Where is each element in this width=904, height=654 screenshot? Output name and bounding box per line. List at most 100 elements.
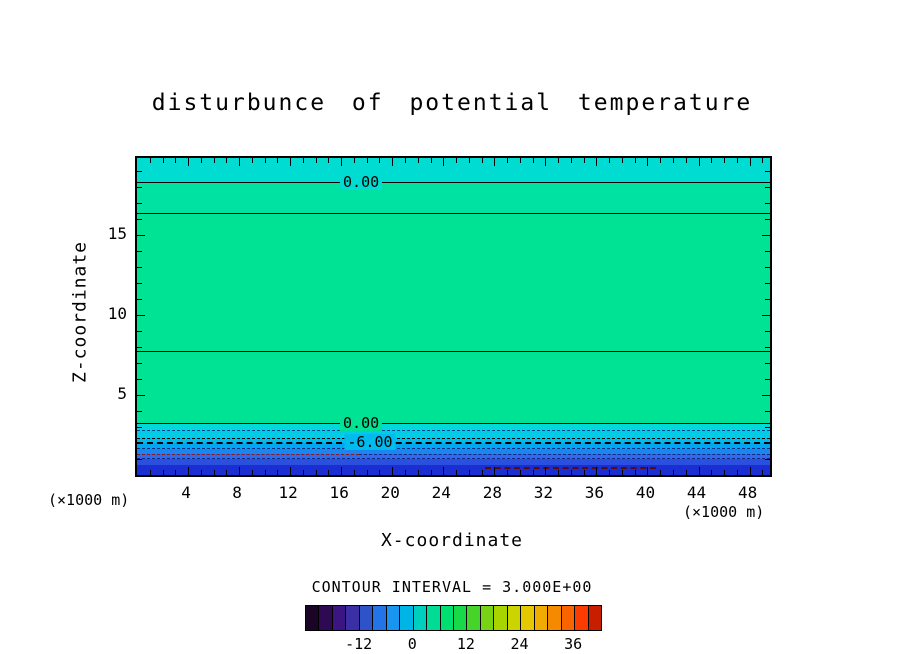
colorbar-cell <box>331 606 346 630</box>
x-tick-label: 4 <box>181 483 191 502</box>
axis-tick <box>660 470 662 475</box>
axis-tick <box>366 470 368 475</box>
axis-tick <box>749 158 751 166</box>
axis-tick <box>443 158 445 166</box>
colorbar-cell <box>385 606 400 630</box>
axis-tick <box>765 250 770 252</box>
axis-tick <box>137 266 142 268</box>
axis-tick <box>507 470 509 475</box>
axis-tick <box>765 298 770 300</box>
colorbar-cell <box>306 606 319 630</box>
colorbar-cell <box>479 606 494 630</box>
axis-tick <box>519 470 521 475</box>
axis-tick <box>149 470 151 475</box>
axis-tick <box>765 266 770 268</box>
axis-tick <box>366 158 368 163</box>
axis-tick <box>290 158 292 166</box>
axis-tick <box>765 202 770 204</box>
contour-fill-band <box>137 448 770 454</box>
axis-tick <box>558 158 560 163</box>
axis-tick <box>341 158 343 166</box>
axis-tick <box>765 330 770 332</box>
axis-tick <box>200 470 202 475</box>
axis-tick <box>765 346 770 348</box>
axis-tick <box>239 158 241 166</box>
axis-tick <box>765 410 770 412</box>
axis-tick <box>137 378 142 380</box>
axis-tick <box>685 470 687 475</box>
axis-tick <box>711 470 713 475</box>
colorbar-cell <box>547 606 561 630</box>
axis-tick <box>762 234 770 236</box>
axis-tick <box>519 158 521 163</box>
colorbar-cell <box>560 606 575 630</box>
axis-tick <box>137 234 145 236</box>
x-tick-label: 8 <box>232 483 242 502</box>
axis-tick <box>596 158 598 166</box>
x-tick-label: 48 <box>737 483 758 502</box>
axis-tick <box>765 186 770 188</box>
axis-tick <box>736 158 738 163</box>
axis-tick <box>162 470 164 475</box>
axis-tick <box>137 410 142 412</box>
axis-tick <box>417 470 419 475</box>
contour-line <box>137 182 770 184</box>
axis-tick <box>149 158 151 163</box>
axis-tick <box>634 470 636 475</box>
x-tick-label: 32 <box>533 483 554 502</box>
axis-tick <box>762 394 770 396</box>
colorbar-tick-label: 0 <box>407 635 417 653</box>
colorbar-cell <box>358 606 373 630</box>
axis-tick <box>379 158 381 163</box>
axis-tick <box>226 470 228 475</box>
colorbar-cell <box>452 606 467 630</box>
axis-tick <box>765 378 770 380</box>
axis-tick <box>353 158 355 163</box>
axis-tick <box>405 158 406 163</box>
axis-tick <box>456 158 458 163</box>
axis-tick <box>660 158 662 163</box>
axis-tick <box>277 470 279 475</box>
contour-fill-band <box>137 458 770 465</box>
contour-interval-text: CONTOUR INTERVAL = 3.000E+00 <box>311 578 593 596</box>
contour-line <box>137 437 770 439</box>
x-tick-label: 16 <box>329 483 349 502</box>
axis-tick <box>673 470 674 475</box>
axis-tick <box>315 470 317 475</box>
axis-tick <box>494 467 496 475</box>
contour-fill-band <box>137 213 770 424</box>
axis-tick <box>765 426 770 428</box>
axis-tick <box>456 470 458 475</box>
x-tick-label: 12 <box>278 483 298 502</box>
contour-line <box>485 466 657 469</box>
contour-fill-band <box>137 464 770 475</box>
axis-tick <box>188 158 190 166</box>
axis-tick <box>175 470 177 475</box>
axis-tick <box>392 467 394 475</box>
axis-tick <box>137 186 142 188</box>
axis-tick <box>673 158 674 163</box>
axis-tick <box>765 218 770 220</box>
x-tick-label: 40 <box>635 483 656 502</box>
axis-tick <box>213 470 215 475</box>
axis-tick <box>188 467 190 475</box>
axis-tick <box>430 470 432 475</box>
axis-tick <box>315 158 317 163</box>
axis-tick <box>162 158 164 163</box>
colorbar-tick-label: 36 <box>564 635 583 653</box>
axis-tick <box>724 158 726 163</box>
contour-line <box>137 430 770 432</box>
axis-tick <box>200 158 202 163</box>
axis-tick <box>481 158 483 163</box>
x-axis-label: X-coordinate <box>380 530 524 551</box>
axis-tick <box>239 467 241 475</box>
axis-tick <box>765 282 770 284</box>
plot-area: 0.00 0.00 -6.00 <box>135 156 772 477</box>
colorbar-cell <box>399 606 413 630</box>
contour-line <box>137 351 770 353</box>
contour-label: -6.00 <box>344 434 396 451</box>
axis-tick <box>558 470 560 475</box>
axis-tick <box>226 158 228 163</box>
axis-tick <box>392 158 394 166</box>
axis-tick <box>137 442 142 444</box>
